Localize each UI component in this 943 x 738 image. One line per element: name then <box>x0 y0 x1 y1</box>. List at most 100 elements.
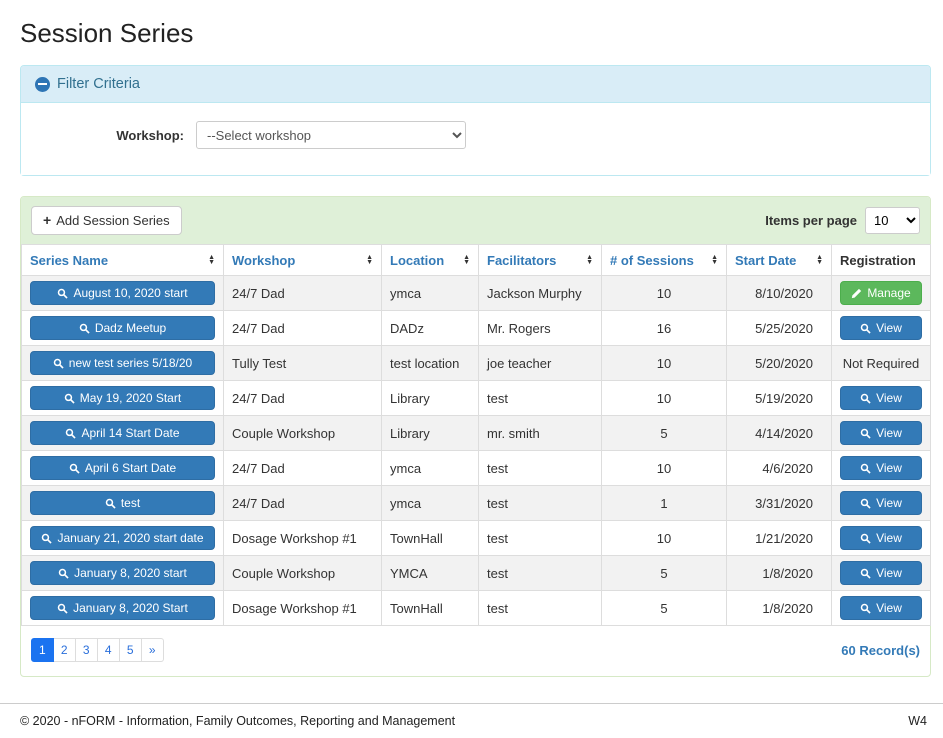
cell-workshop: 24/7 Dad <box>223 380 382 416</box>
cell-sessions: 10 <box>601 450 727 486</box>
cell-start-date: 4/14/2020 <box>726 415 832 451</box>
filter-panel-header[interactable]: Filter Criteria <box>21 66 930 103</box>
table-row: April 14 Start Date Couple Workshop Librar… <box>21 415 931 451</box>
view-registration-button[interactable]: View <box>840 316 922 340</box>
table-body: August 10, 2020 start 24/7 Dad ymca Jackson… <box>21 275 931 626</box>
cell-location: test location <box>381 345 479 381</box>
magnifier-icon <box>57 603 68 614</box>
column-label: Location <box>390 252 445 268</box>
series-name-button[interactable]: May 19, 2020 Start <box>30 386 215 410</box>
table-row: August 10, 2020 start 24/7 Dad ymca Jackson… <box>21 275 931 311</box>
view-registration-button[interactable]: View <box>840 561 922 585</box>
column-label: Workshop <box>232 252 296 268</box>
column-header-facilitators[interactable]: Facilitators ▲ ▼ <box>478 244 602 276</box>
cell-series-name: January 8, 2020 Start <box>21 590 224 626</box>
manage-registration-button[interactable]: Manage <box>840 281 922 305</box>
column-header-location[interactable]: Location ▲ ▼ <box>381 244 479 276</box>
magnifier-icon <box>58 568 69 579</box>
cell-workshop: 24/7 Dad <box>223 275 382 311</box>
series-name-label: January 8, 2020 start <box>74 566 187 580</box>
cell-workshop: Couple Workshop <box>223 555 382 591</box>
view-registration-button[interactable]: View <box>840 491 922 515</box>
items-per-page-select[interactable]: 10 <box>865 207 920 234</box>
registration-button-label: View <box>876 601 902 615</box>
cell-series-name: test <box>21 485 224 521</box>
workshop-select[interactable]: --Select workshop <box>196 121 466 149</box>
cell-sessions: 5 <box>601 590 727 626</box>
sort-arrows-icon[interactable]: ▲ ▼ <box>711 254 718 266</box>
cell-facilitators: test <box>478 485 602 521</box>
page-button-3[interactable]: 3 <box>75 638 98 662</box>
view-registration-button[interactable]: View <box>840 421 922 445</box>
sort-arrows-icon[interactable]: ▲ ▼ <box>366 254 373 266</box>
cell-location: YMCA <box>381 555 479 591</box>
magnifier-icon <box>860 533 871 544</box>
view-registration-button[interactable]: View <box>840 526 922 550</box>
cell-location: TownHall <box>381 590 479 626</box>
series-name-button[interactable]: Dadz Meetup <box>30 316 215 340</box>
series-name-label: May 19, 2020 Start <box>79 391 182 405</box>
series-name-button[interactable]: test <box>30 491 215 515</box>
cell-start-date: 1/21/2020 <box>726 520 832 556</box>
series-name-button[interactable]: new test series 5/18/20 <box>30 351 215 375</box>
magnifier-icon <box>42 533 53 544</box>
sort-arrows-icon[interactable]: ▲ ▼ <box>208 254 215 266</box>
registration-button-label: View <box>876 496 902 510</box>
registration-button-label: View <box>876 531 902 545</box>
column-header-start-date[interactable]: Start Date ▲ ▼ <box>726 244 832 276</box>
cell-registration: Not Required <box>831 345 931 381</box>
magnifier-icon <box>860 393 871 404</box>
cell-location: ymca <box>381 275 479 311</box>
cell-facilitators: test <box>478 590 602 626</box>
cell-location: TownHall <box>381 520 479 556</box>
column-header--of-sessions[interactable]: # of Sessions ▲ ▼ <box>601 244 727 276</box>
cell-facilitators: mr. smith <box>478 415 602 451</box>
cell-start-date: 5/20/2020 <box>726 345 832 381</box>
cell-series-name: new test series 5/18/20 <box>21 345 224 381</box>
column-label: # of Sessions <box>610 252 694 268</box>
cell-sessions: 10 <box>601 345 727 381</box>
column-header-workshop[interactable]: Workshop ▲ ▼ <box>223 244 382 276</box>
magnifier-icon <box>105 498 116 509</box>
cell-registration: Manage <box>831 275 931 311</box>
column-header-series-name[interactable]: Series Name ▲ ▼ <box>21 244 224 276</box>
view-registration-button[interactable]: View <box>840 456 922 480</box>
page-button-1[interactable]: 1 <box>31 638 54 662</box>
registration-button-label: Manage <box>867 286 911 300</box>
magnifier-icon <box>860 568 871 579</box>
cell-workshop: Dosage Workshop #1 <box>223 520 382 556</box>
next-pages-button[interactable]: » <box>141 638 164 662</box>
view-registration-button[interactable]: View <box>840 386 922 410</box>
cell-facilitators: Mr. Rogers <box>478 310 602 346</box>
cell-location: ymca <box>381 450 479 486</box>
pencil-icon <box>852 288 862 298</box>
series-name-button[interactable]: April 14 Start Date <box>30 421 215 445</box>
series-name-label: January 21, 2020 start date <box>57 531 204 545</box>
cell-location: Library <box>381 415 479 451</box>
workshop-label: Workshop: <box>116 127 184 143</box>
page-button-4[interactable]: 4 <box>97 638 120 662</box>
series-name-button[interactable]: January 8, 2020 Start <box>30 596 215 620</box>
cell-registration: View <box>831 520 931 556</box>
sort-arrows-icon[interactable]: ▲ ▼ <box>586 254 593 266</box>
add-session-series-button[interactable]: + Add Session Series <box>31 206 182 235</box>
view-registration-button[interactable]: View <box>840 596 922 620</box>
registration-button-label: View <box>876 566 902 580</box>
cell-sessions: 10 <box>601 520 727 556</box>
add-session-series-label: Add Session Series <box>56 213 170 228</box>
page-button-2[interactable]: 2 <box>53 638 76 662</box>
cell-workshop: Tully Test <box>223 345 382 381</box>
series-name-button[interactable]: August 10, 2020 start <box>30 281 215 305</box>
sort-arrows-icon[interactable]: ▲ ▼ <box>816 254 823 266</box>
magnifier-icon <box>860 498 871 509</box>
site-footer: © 2020 - nFORM - Information, Family Out… <box>0 703 943 738</box>
collapse-minus-icon[interactable] <box>35 76 50 92</box>
page-button-5[interactable]: 5 <box>119 638 142 662</box>
cell-start-date: 1/8/2020 <box>726 555 832 591</box>
cell-start-date: 1/8/2020 <box>726 590 832 626</box>
series-name-button[interactable]: January 8, 2020 start <box>30 561 215 585</box>
sort-arrows-icon[interactable]: ▲ ▼ <box>463 254 470 266</box>
series-name-button[interactable]: January 21, 2020 start date <box>30 526 215 550</box>
cell-sessions: 10 <box>601 380 727 416</box>
series-name-button[interactable]: April 6 Start Date <box>30 456 215 480</box>
